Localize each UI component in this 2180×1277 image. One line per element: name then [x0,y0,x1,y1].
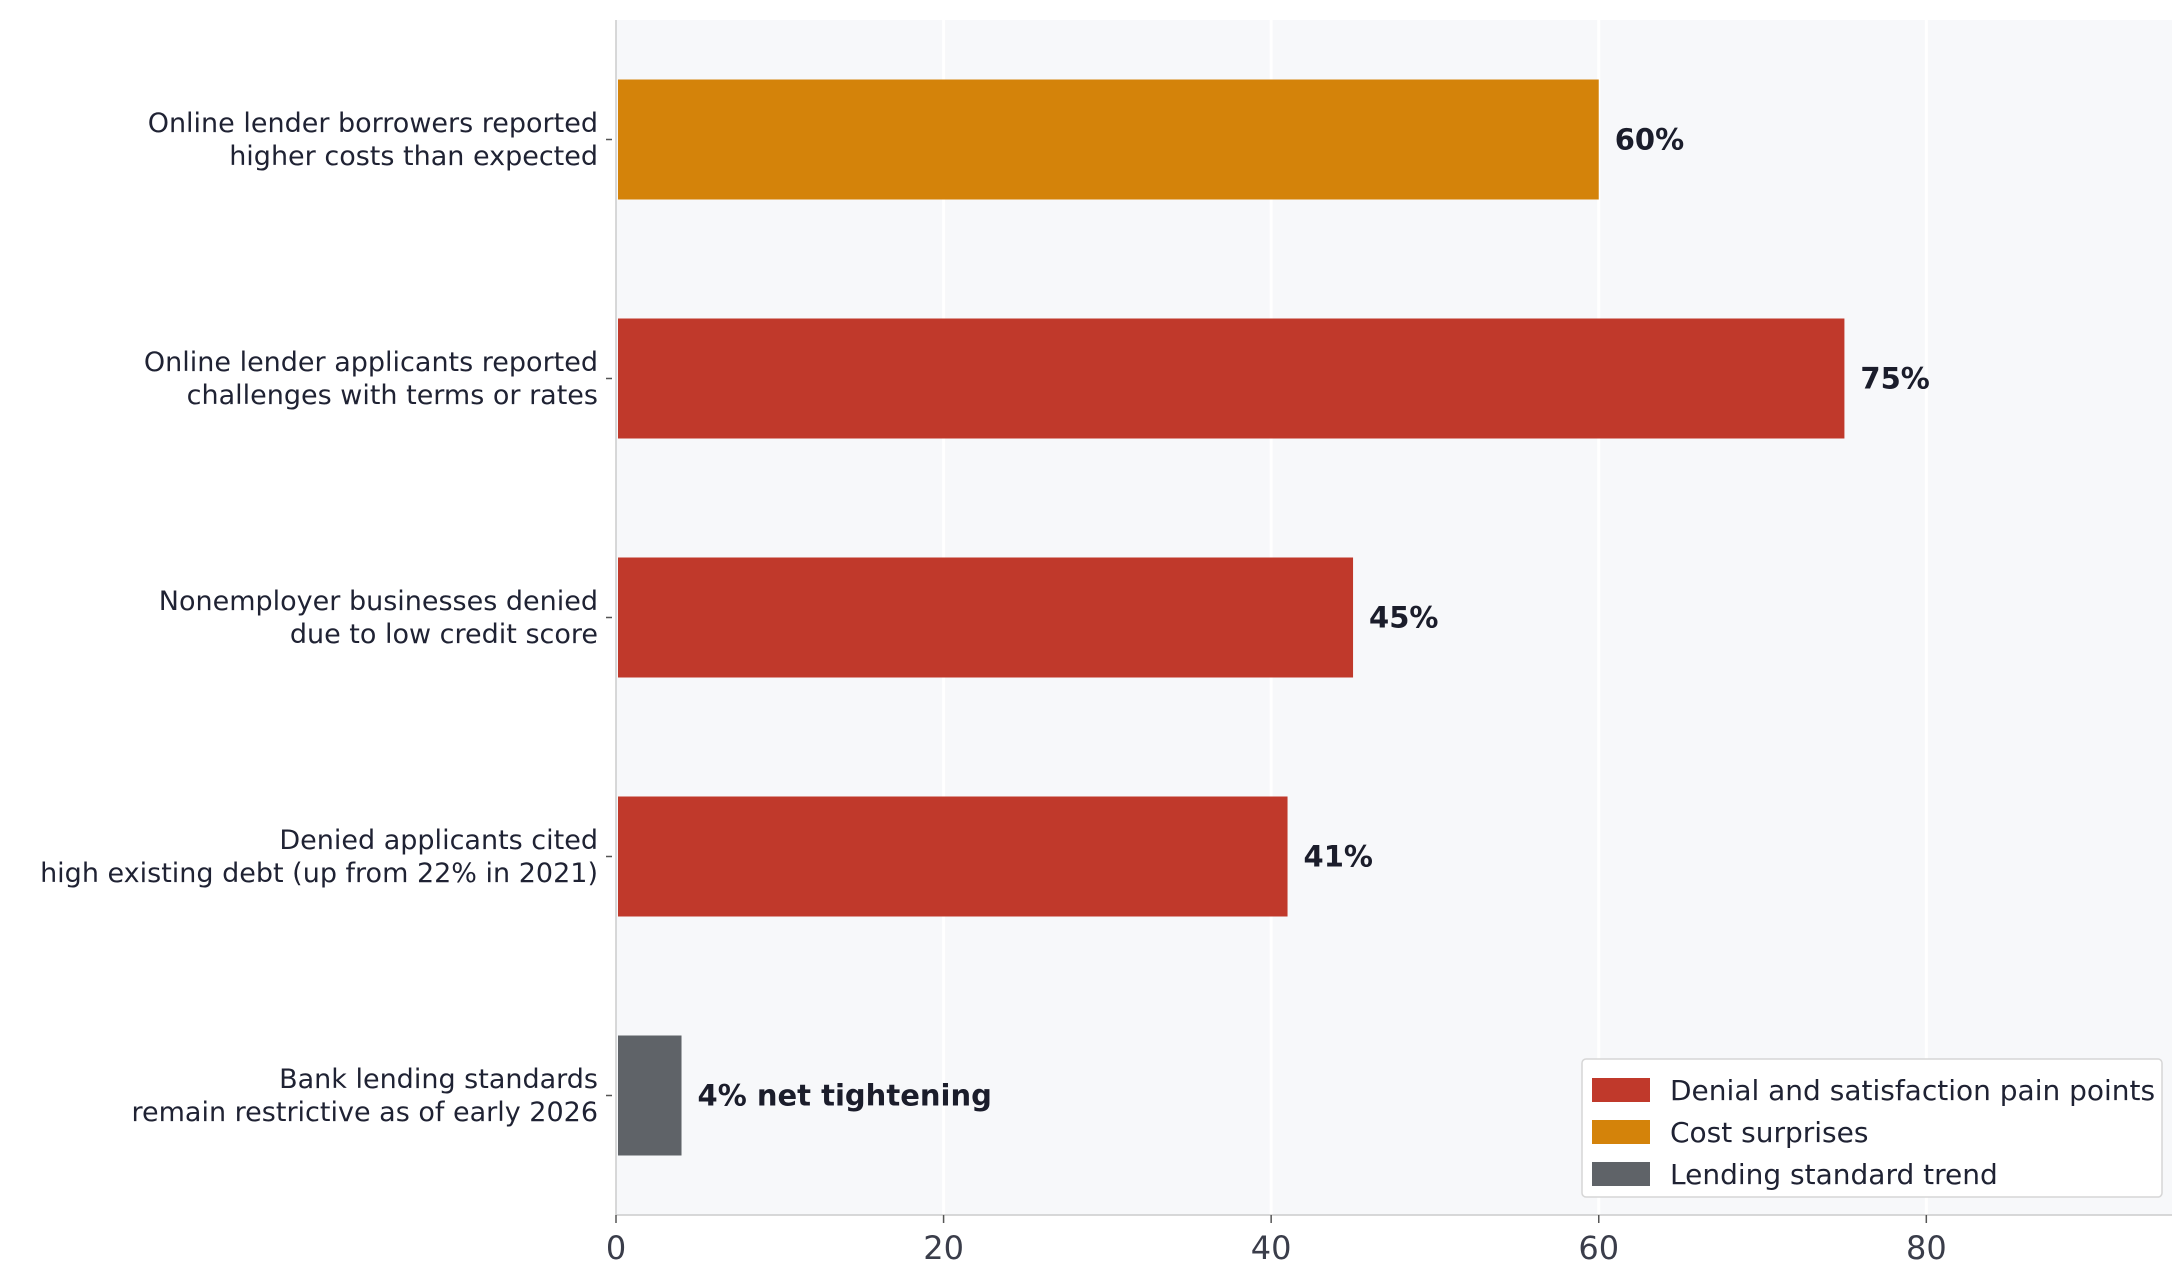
category-label-4: Bank lending standards remain restrictive… [132,1064,598,1128]
bar-1 [618,318,1845,439]
data-label-3: 41% [1304,840,1373,874]
bar-4 [618,1035,682,1156]
category-label-3: Denied applicants cited high existing deb… [40,825,598,889]
data-label-1: 75% [1860,362,1929,396]
x-tick-label-1: 20 [923,1229,964,1267]
legend-swatch-0 [1592,1078,1650,1102]
x-tick-label-3: 60 [1578,1229,1619,1267]
legend-label-0: Denial and satisfaction pain points [1670,1074,2155,1107]
legend-label-1: Cost surprises [1670,1116,1868,1149]
bar-3 [618,796,1288,917]
x-tick-label-2: 40 [1251,1229,1292,1267]
data-label-4: 4% net tightening [698,1079,992,1113]
category-label-1: Online lender applicants reported challen… [144,347,598,411]
legend-box [1581,1058,2163,1198]
legend: Denial and satisfaction pain points Cost … [1581,1058,2163,1198]
legend-label-2: Lending standard trend [1670,1158,1998,1191]
data-label-0: 60% [1615,123,1684,157]
bar-0 [618,79,1599,200]
x-tick-label-4: 80 [1906,1229,1947,1267]
bar-2 [618,557,1354,678]
data-label-2: 45% [1369,601,1438,635]
legend-swatch-1 [1592,1120,1650,1144]
category-label-2: Nonemployer businesses denied due to low … [159,586,598,650]
x-tick-label-0: 0 [606,1229,626,1267]
category-label-0: Online lender borrowers reported higher c… [148,108,598,172]
legend-swatch-2 [1592,1162,1650,1186]
